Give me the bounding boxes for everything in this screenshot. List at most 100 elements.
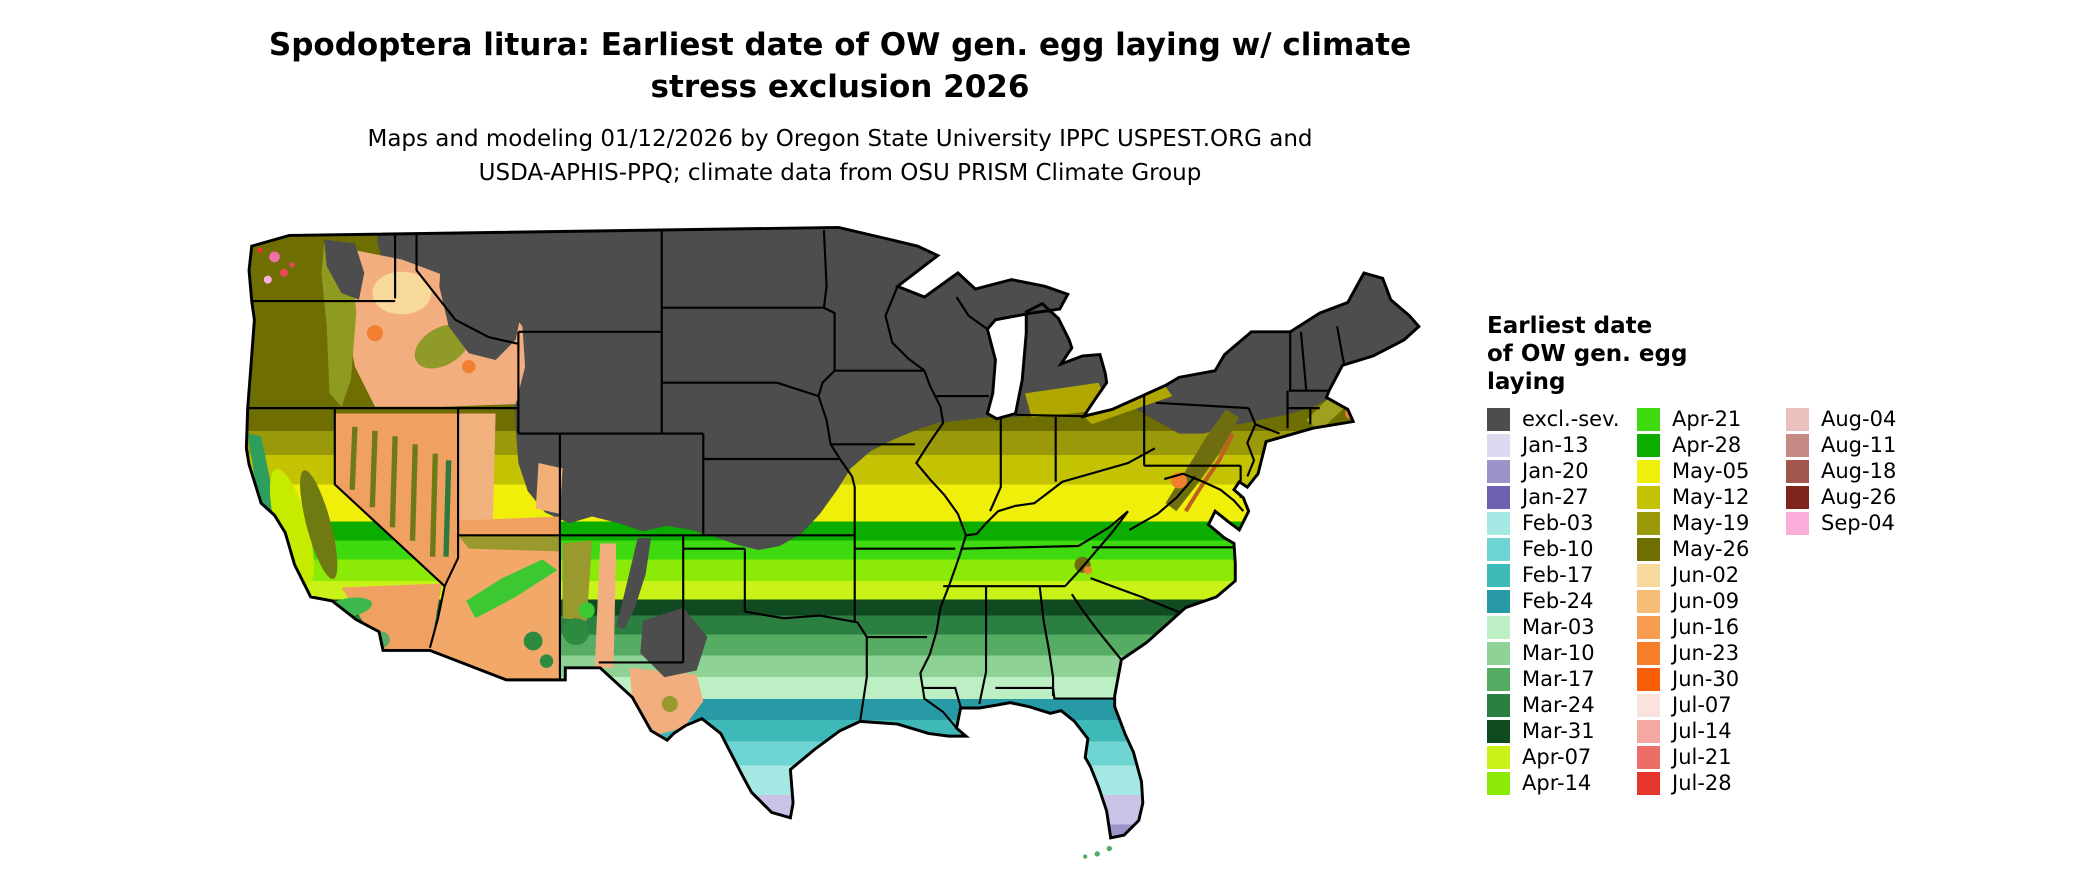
legend-swatch xyxy=(1786,459,1809,483)
map-title: Spodoptera litura: Earliest date of OW g… xyxy=(170,24,1510,108)
legend-entry: Feb-10 xyxy=(1487,536,1620,562)
legend-label: Jun-09 xyxy=(1672,589,1740,613)
nw-orange-spot xyxy=(462,359,476,374)
legend-label: Apr-21 xyxy=(1672,407,1742,431)
legend-swatch xyxy=(1487,667,1510,691)
puget-pink-spot xyxy=(263,275,272,284)
legend-swatch xyxy=(1637,537,1660,561)
legend-label: Apr-28 xyxy=(1672,433,1742,457)
map-subtitle-line1: Maps and modeling 01/12/2026 by Oregon S… xyxy=(367,126,1313,152)
legend-swatch xyxy=(1637,771,1660,795)
appalachian-orange-streak xyxy=(1183,432,1235,513)
legend-swatch xyxy=(1487,745,1510,769)
legend-entry: Aug-26 xyxy=(1786,484,1896,510)
legend-label: Apr-14 xyxy=(1522,771,1592,795)
legend-label: Mar-10 xyxy=(1522,641,1595,665)
legend-swatch xyxy=(1487,485,1510,509)
legend-label: Mar-31 xyxy=(1522,719,1595,743)
legend-entry: Mar-17 xyxy=(1487,666,1620,692)
legend-label: Jan-27 xyxy=(1522,485,1589,509)
legend-swatch xyxy=(1637,615,1660,639)
map-subtitle-line2: USDA-APHIS-PPQ; climate data from OSU PR… xyxy=(478,160,1202,186)
nw-orange-spot xyxy=(366,325,384,342)
us-map xyxy=(241,206,1447,882)
legend-entry: Jun-09 xyxy=(1637,588,1749,614)
legend-entry: Apr-07 xyxy=(1487,744,1620,770)
legend-swatch xyxy=(1487,615,1510,639)
erie-shore-olive xyxy=(1085,386,1173,425)
legend-swatch xyxy=(1637,407,1660,431)
legend-entry: Jul-28 xyxy=(1637,770,1749,796)
smokies-orange-spot xyxy=(1083,566,1092,575)
legend-entry: Aug-11 xyxy=(1786,432,1896,458)
legend-swatch xyxy=(1637,511,1660,535)
legend-entry: May-12 xyxy=(1637,484,1749,510)
legend-entry: May-26 xyxy=(1637,536,1749,562)
puget-pink-spot xyxy=(269,251,280,263)
legend-columns: excl.-sev. Jan-13 Jan-20 Jan-27 Feb-03 Feb-10… xyxy=(1487,406,1947,806)
legend-swatch xyxy=(1637,641,1660,665)
legend-label: Jul-21 xyxy=(1672,745,1732,769)
sangre-de-cristo-gray xyxy=(616,537,652,630)
legend-swatch xyxy=(1786,433,1809,457)
davis-mountains-olive xyxy=(661,695,678,712)
gila-green xyxy=(578,602,595,619)
snake-plain-region xyxy=(442,377,519,405)
legend-label: Feb-24 xyxy=(1522,589,1594,613)
legend-swatch xyxy=(1786,511,1809,535)
legend-entry: Feb-03 xyxy=(1487,510,1620,536)
south-utah-orange xyxy=(458,516,560,536)
legend-label: Aug-18 xyxy=(1821,459,1897,483)
legend-entry: Mar-31 xyxy=(1487,718,1620,744)
legend-swatch xyxy=(1487,693,1510,717)
legend-entry: Feb-17 xyxy=(1487,562,1620,588)
legend-label: Feb-03 xyxy=(1522,511,1594,535)
legend-label: Jun-23 xyxy=(1672,641,1740,665)
basin-range-stripes xyxy=(349,426,438,557)
west-nm-olive xyxy=(562,540,593,621)
legend-label: Jun-16 xyxy=(1672,615,1740,639)
legend-entry: Apr-21 xyxy=(1637,406,1749,432)
legend-label: Feb-10 xyxy=(1522,537,1594,561)
legend-label: May-12 xyxy=(1672,485,1750,509)
sierra-nevada-region xyxy=(300,470,338,579)
sky-island-green xyxy=(523,631,543,651)
legend-entry: Aug-18 xyxy=(1786,458,1896,484)
legend-column-2: Apr-21 Apr-28 May-05 May-12 May-19 May-26 Jun-… xyxy=(1637,406,1749,796)
legend-swatch xyxy=(1786,407,1809,431)
legend-swatch xyxy=(1637,589,1660,613)
legend-column-3: Aug-04 Aug-11 Aug-18 Aug-26 Sep-04 xyxy=(1786,406,1896,536)
map-title-line2: stress exclusion 2026 xyxy=(650,69,1030,105)
legend-swatch xyxy=(1637,667,1660,691)
legend-swatch xyxy=(1637,719,1660,743)
great-basin-region xyxy=(334,413,459,587)
mogollon-rim-green xyxy=(466,559,558,619)
legend-swatch xyxy=(1637,563,1660,587)
legend-label: Jun-02 xyxy=(1672,563,1740,587)
legend-entry: Jan-13 xyxy=(1487,432,1620,458)
west-texas-gray xyxy=(640,607,708,678)
rio-grande-valley-region xyxy=(594,543,617,668)
legend-swatch xyxy=(1487,407,1510,431)
legend-swatch xyxy=(1487,589,1510,613)
legend-label: May-05 xyxy=(1672,459,1750,483)
legend-label: Mar-17 xyxy=(1522,667,1595,691)
california-coast-ranges xyxy=(247,433,335,632)
legend-swatch xyxy=(1487,563,1510,587)
north-cascades-gray xyxy=(324,239,365,300)
legend-title-line3: laying xyxy=(1487,369,1566,395)
us-map-svg xyxy=(244,225,1421,859)
map-title-line1: Spodoptera litura: Earliest date of OW g… xyxy=(268,27,1412,63)
legend-entry: excl.-sev. xyxy=(1487,406,1620,432)
legend-label: Jun-30 xyxy=(1672,667,1740,691)
legend-swatch xyxy=(1487,719,1510,743)
legend-entry: Aug-04 xyxy=(1786,406,1896,432)
florida-keys xyxy=(1083,845,1112,859)
legend-label: Jan-13 xyxy=(1522,433,1589,457)
legend-label: Aug-11 xyxy=(1821,433,1897,457)
columbia-basin-region xyxy=(372,271,432,315)
gila-green xyxy=(562,618,590,646)
legend-swatch xyxy=(1637,745,1660,769)
legend-swatch xyxy=(1487,511,1510,535)
legend-entry: Jan-27 xyxy=(1487,484,1620,510)
